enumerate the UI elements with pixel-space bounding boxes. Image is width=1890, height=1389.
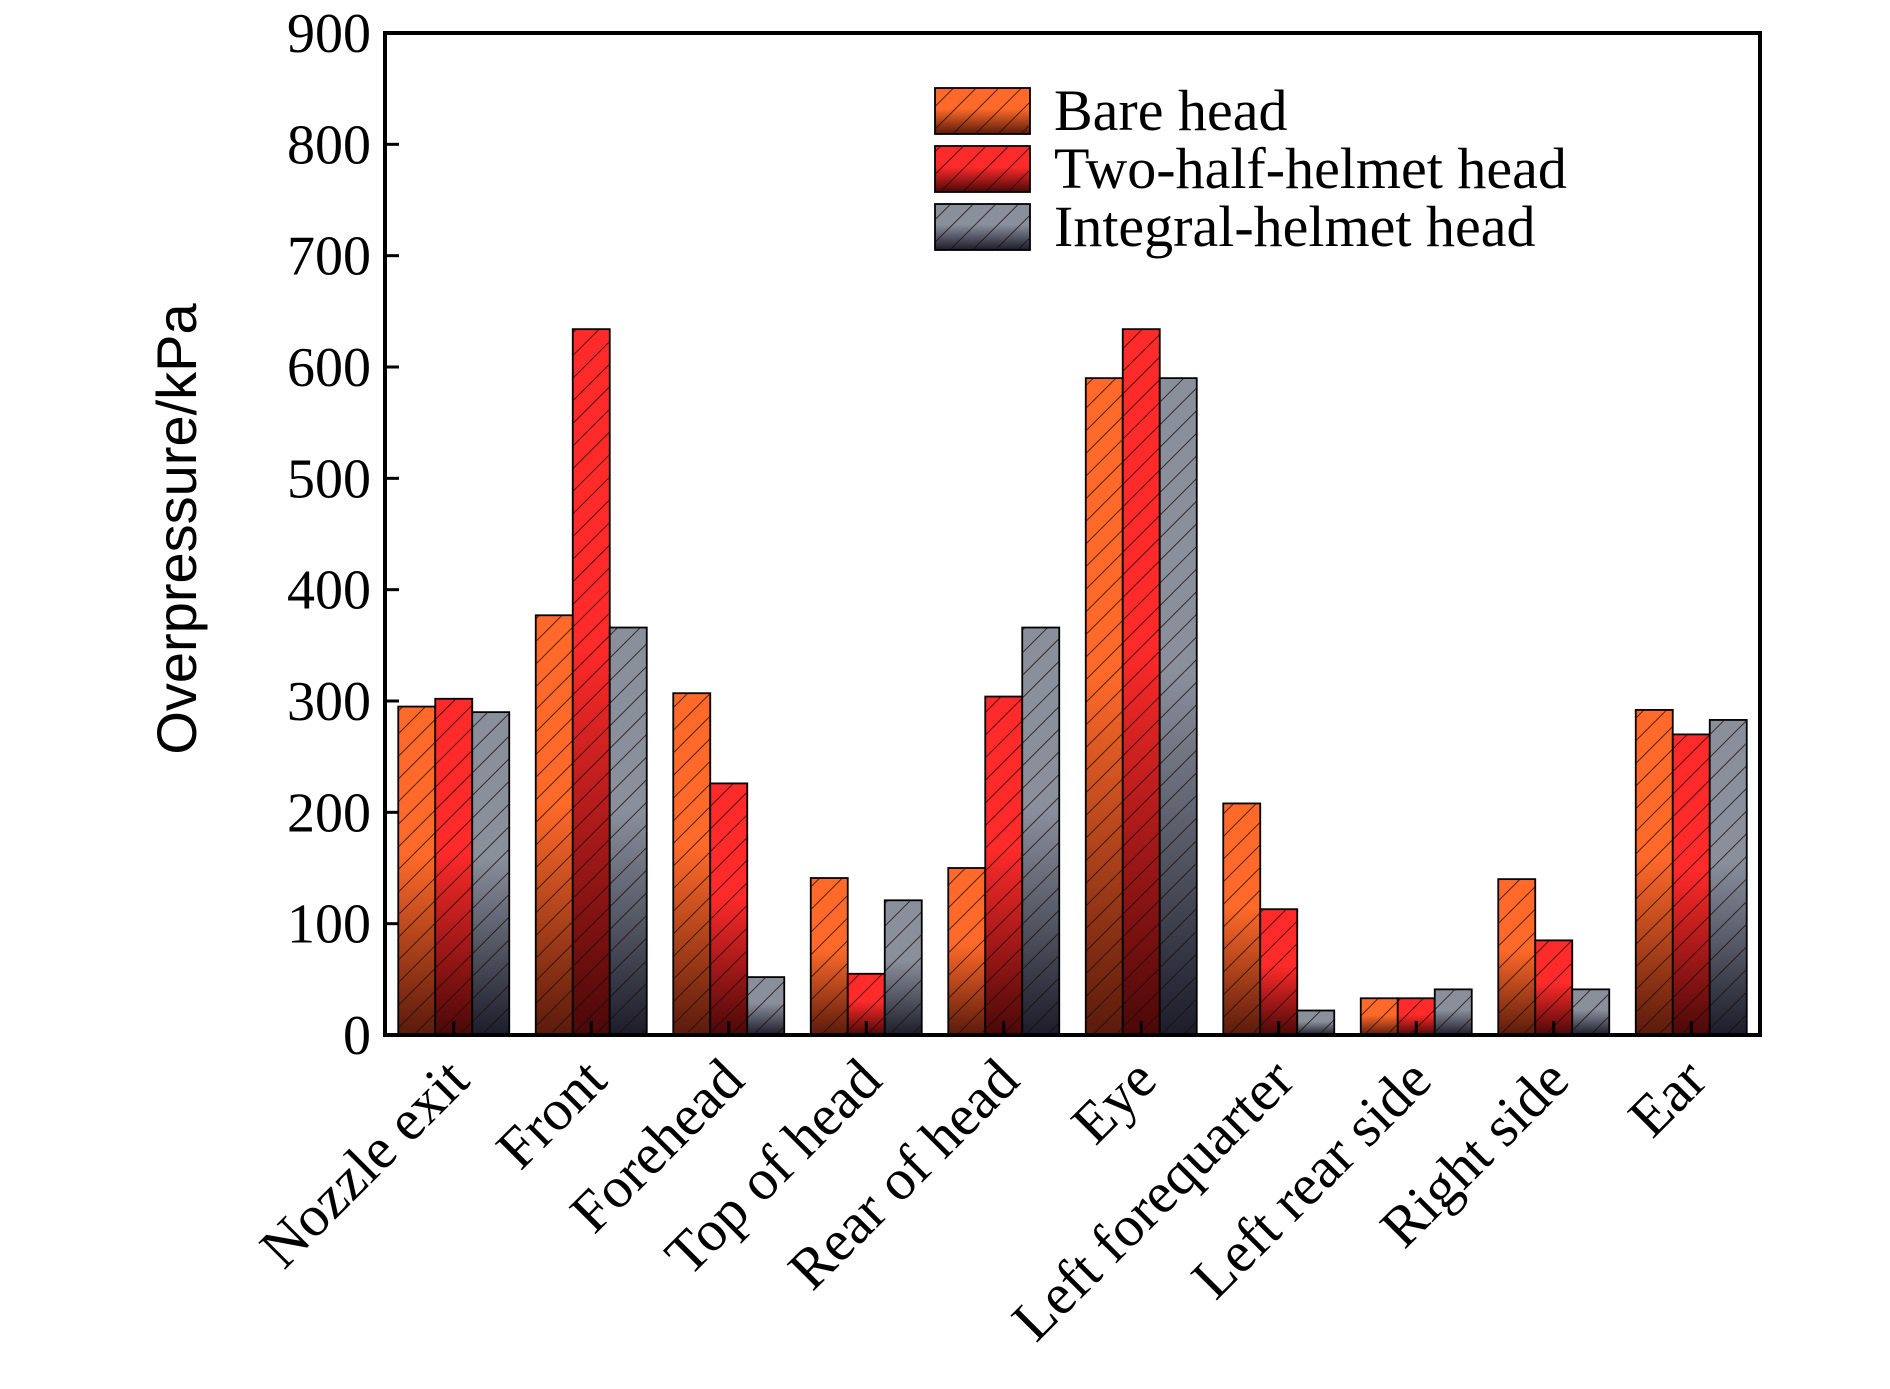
legend-swatch-hatch bbox=[935, 88, 1030, 134]
bar-hatch bbox=[1434, 989, 1472, 1035]
bar-hatch bbox=[673, 693, 711, 1035]
x-tick-label: Nozzle exit bbox=[247, 1046, 481, 1280]
bar-hatch bbox=[1535, 940, 1573, 1035]
x-tick-label: Ear bbox=[1616, 1046, 1719, 1149]
bar-hatch bbox=[1085, 378, 1123, 1036]
y-axis-title: Overpressure/kPa bbox=[145, 303, 208, 755]
bar-hatch bbox=[1572, 989, 1610, 1035]
y-tick-label: 300 bbox=[287, 671, 371, 733]
legend-label: Two-half-helmet head bbox=[1054, 136, 1567, 201]
bar-hatch bbox=[535, 615, 573, 1035]
y-tick-label: 200 bbox=[287, 782, 371, 844]
bar-hatch bbox=[1260, 909, 1298, 1035]
legend-swatch-hatch bbox=[935, 146, 1030, 192]
bar-hatch bbox=[1498, 879, 1536, 1035]
y-axis-ticks: 0 100 200 300 400 500 600 700 800 900 bbox=[287, 3, 399, 1067]
bar-hatch bbox=[810, 878, 848, 1035]
bar-hatch bbox=[1635, 709, 1673, 1035]
bars-group bbox=[397, 328, 1748, 1036]
bar-hatch bbox=[1672, 734, 1710, 1035]
bar-hatch bbox=[985, 696, 1023, 1035]
bar-hatch bbox=[609, 627, 647, 1035]
y-tick-label: 500 bbox=[287, 448, 371, 510]
plot-frame bbox=[383, 31, 1762, 1037]
legend-label: Bare head bbox=[1054, 78, 1287, 143]
bar-hatch bbox=[884, 900, 922, 1035]
legend-label: Integral-helmet head bbox=[1054, 194, 1535, 259]
bar-hatch bbox=[1022, 627, 1060, 1035]
y-tick-label: 900 bbox=[287, 3, 371, 65]
bar-hatch bbox=[1709, 719, 1747, 1035]
bar-hatch bbox=[747, 977, 785, 1035]
bar-hatch bbox=[948, 868, 986, 1035]
x-tick-label: Eye bbox=[1059, 1046, 1169, 1156]
bar-hatch bbox=[572, 329, 610, 1035]
y-tick-label: 400 bbox=[287, 560, 371, 622]
bar-hatch bbox=[1159, 378, 1197, 1036]
legend-swatch-hatch bbox=[935, 204, 1030, 250]
bar-hatch bbox=[1122, 329, 1160, 1035]
bar-hatch bbox=[1223, 803, 1261, 1035]
bar-hatch bbox=[472, 712, 510, 1035]
y-tick-label: 600 bbox=[287, 337, 371, 399]
bar-hatch bbox=[1297, 1010, 1335, 1035]
bar-hatch bbox=[435, 698, 473, 1035]
y-tick-label: 800 bbox=[287, 114, 371, 176]
y-tick-label: 0 bbox=[343, 1005, 371, 1067]
y-tick-label: 100 bbox=[287, 894, 371, 956]
y-tick-label: 700 bbox=[287, 226, 371, 288]
bar-hatch bbox=[710, 783, 748, 1035]
bar-hatch bbox=[398, 706, 436, 1035]
bar-hatch bbox=[1360, 998, 1398, 1035]
